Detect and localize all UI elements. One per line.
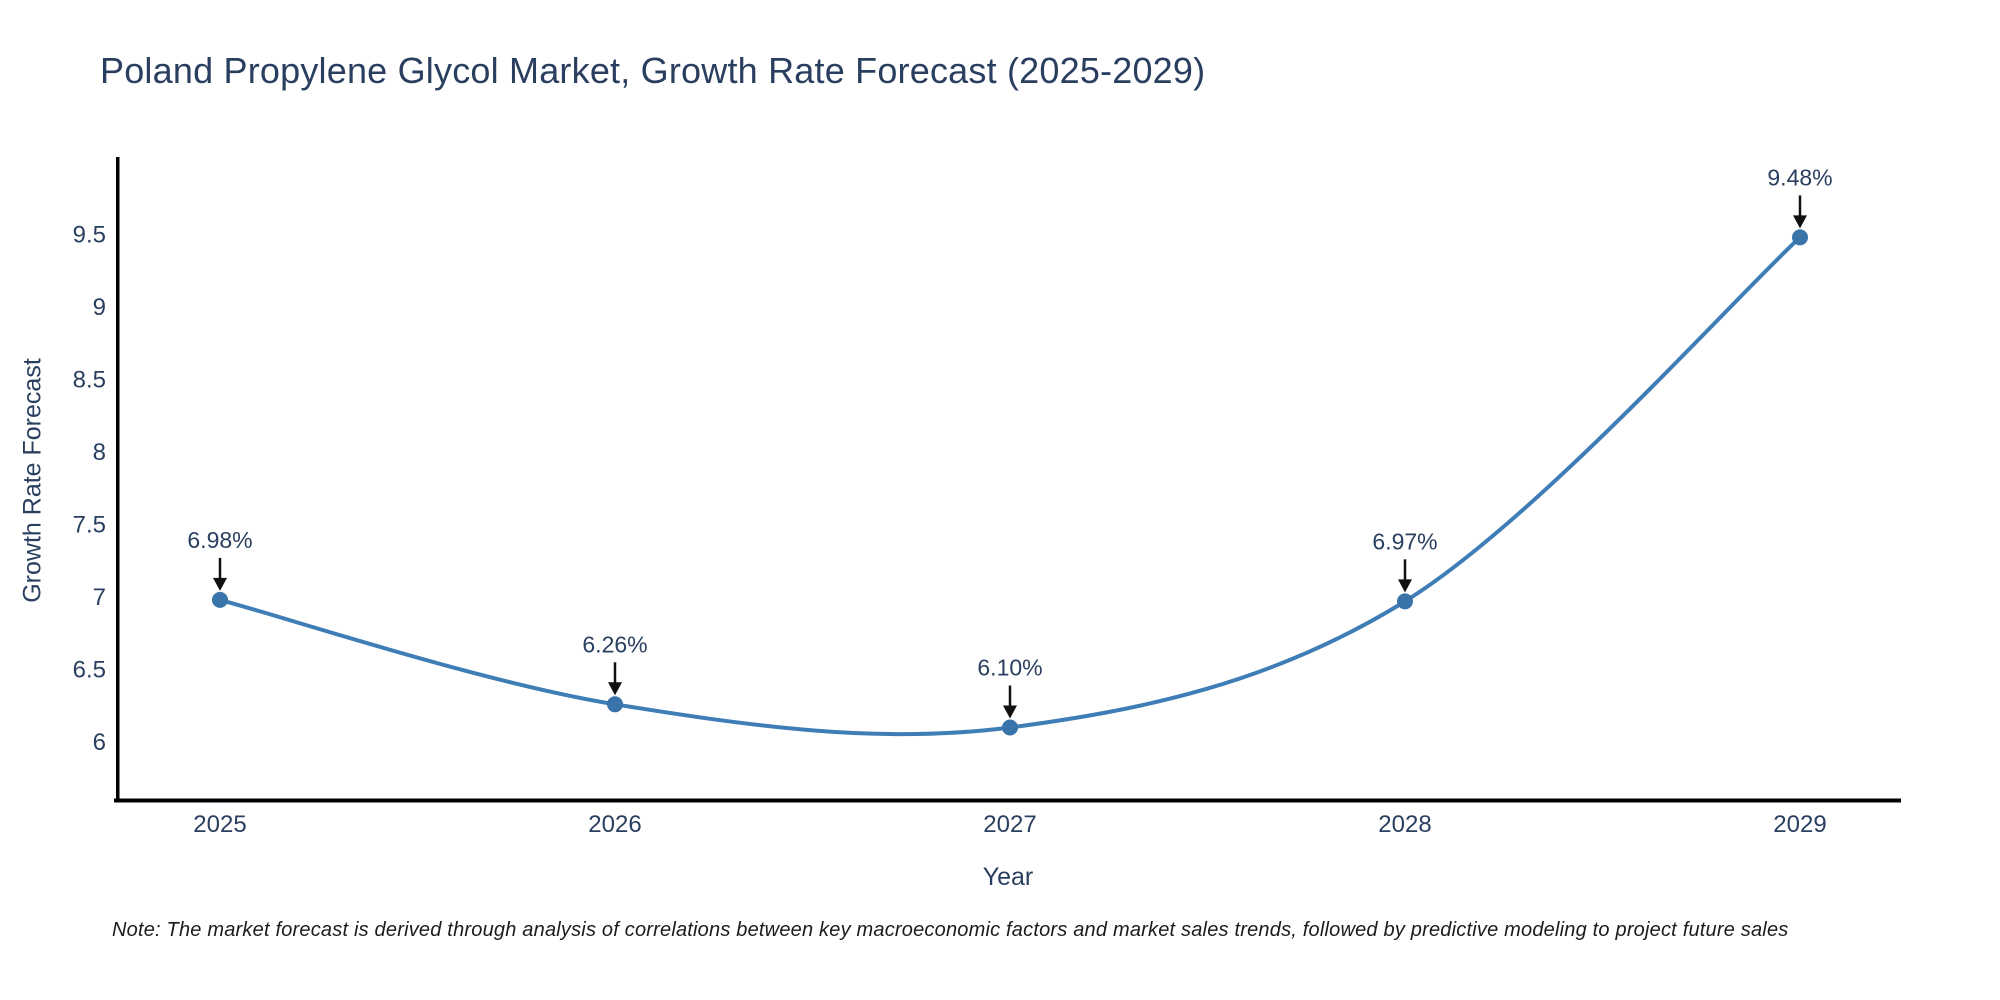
data-point-marker[interactable] (1002, 719, 1018, 736)
x-tick-label: 2025 (193, 811, 246, 838)
chart-title: Poland Propylene Glycol Market, Growth R… (100, 50, 1206, 91)
y-tick-label: 8.5 (73, 367, 106, 394)
x-axis-line (114, 798, 1901, 803)
y-axis-title: Growth Rate Forecast (18, 358, 47, 603)
forecast-line (218, 235, 1802, 737)
data-point-marker[interactable] (607, 696, 623, 713)
x-tick-label: 2028 (1378, 811, 1431, 838)
y-axis-line (116, 157, 120, 802)
annotation-arrowhead (1398, 579, 1412, 593)
y-tick-label: 6.5 (73, 657, 106, 684)
y-tick-label: 6 (93, 729, 106, 756)
y-tick-label: 7 (93, 584, 106, 611)
data-point-label: 6.97% (1372, 528, 1437, 554)
annotation-arrowhead (1793, 215, 1807, 229)
x-tick-label: 2026 (588, 811, 641, 838)
annotation-arrowhead (1003, 705, 1017, 719)
data-point-label: 6.98% (187, 527, 252, 553)
data-point-marker[interactable] (1397, 593, 1413, 610)
data-point-label: 6.10% (977, 655, 1042, 681)
data-point-marker[interactable] (212, 591, 228, 608)
data-point-label: 9.48% (1767, 164, 1832, 190)
x-tick-label: 2027 (983, 811, 1036, 838)
y-tick-label: 9.5 (73, 222, 106, 249)
footnote: Note: The market forecast is derived thr… (112, 919, 1789, 941)
y-tick-label: 7.5 (73, 512, 106, 539)
y-tick-label: 9 (93, 294, 106, 321)
x-axis-title: Year (982, 863, 1034, 891)
y-tick-label: 8 (93, 439, 106, 466)
annotation-arrowhead (608, 682, 622, 696)
data-point-label: 6.26% (582, 631, 647, 657)
annotation-arrowhead (213, 577, 227, 591)
data-point-marker[interactable] (1792, 229, 1808, 246)
x-tick-label: 2029 (1773, 811, 1826, 838)
